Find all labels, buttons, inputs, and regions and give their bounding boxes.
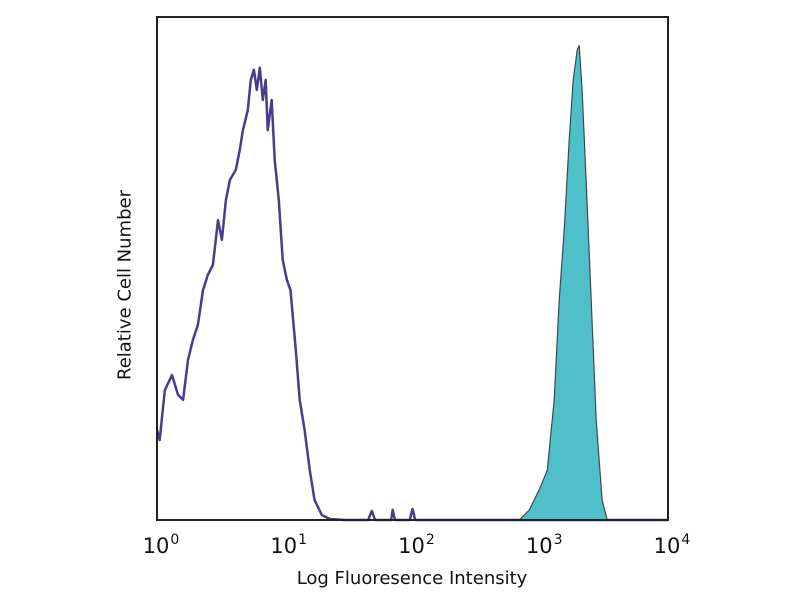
tick-base: 10: [653, 534, 681, 558]
histogram-series-1: [155, 66, 668, 522]
y-axis-label: Relative Cell Number: [114, 190, 136, 380]
tick-exponent: 2: [425, 532, 435, 548]
x-axis-label: Log Fluoresence Intensity: [296, 568, 528, 589]
plot-frame: [156, 16, 669, 521]
tick-base: 10: [142, 534, 170, 558]
tick-exponent: 3: [553, 532, 563, 548]
tick-exponent: 0: [170, 532, 180, 548]
x-tick-label: 104: [654, 532, 691, 558]
series-layer: [155, 44, 668, 522]
tick-exponent: 4: [681, 532, 691, 548]
histogram-series-2: [517, 44, 608, 521]
tick-exponent: 1: [298, 532, 308, 548]
tick-base: 10: [270, 534, 298, 558]
x-tick-label: 101: [270, 532, 307, 558]
x-tick-label: 100: [143, 532, 180, 558]
tick-base: 10: [398, 534, 425, 558]
x-tick-label: 102: [398, 532, 435, 558]
x-tick-label: 103: [526, 532, 563, 558]
tick-base: 10: [525, 534, 553, 558]
